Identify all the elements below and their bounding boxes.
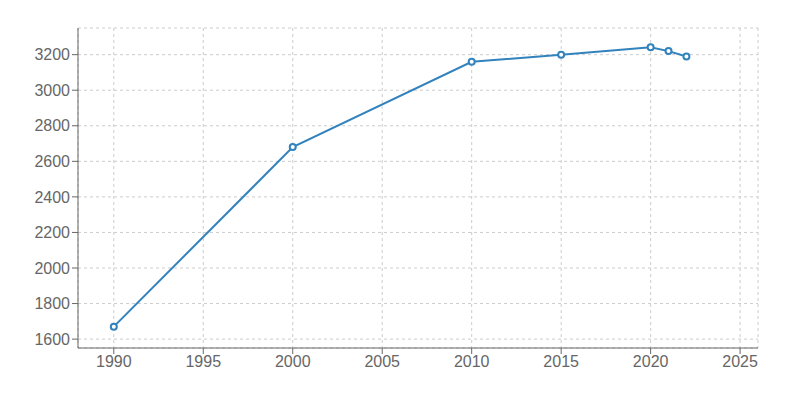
svg-text:2600: 2600 [34,153,70,170]
svg-text:2200: 2200 [34,224,70,241]
svg-text:2000: 2000 [275,353,311,370]
svg-text:1600: 1600 [34,331,70,348]
svg-text:2800: 2800 [34,117,70,134]
svg-text:2005: 2005 [364,353,400,370]
svg-text:2010: 2010 [454,353,490,370]
svg-text:3000: 3000 [34,82,70,99]
svg-text:1800: 1800 [34,295,70,312]
svg-text:1990: 1990 [96,353,132,370]
svg-text:2025: 2025 [722,353,758,370]
svg-text:2400: 2400 [34,189,70,206]
svg-text:2000: 2000 [34,260,70,277]
svg-text:2020: 2020 [633,353,669,370]
svg-text:2015: 2015 [543,353,579,370]
svg-text:3200: 3200 [34,46,70,63]
svg-text:1995: 1995 [185,353,221,370]
